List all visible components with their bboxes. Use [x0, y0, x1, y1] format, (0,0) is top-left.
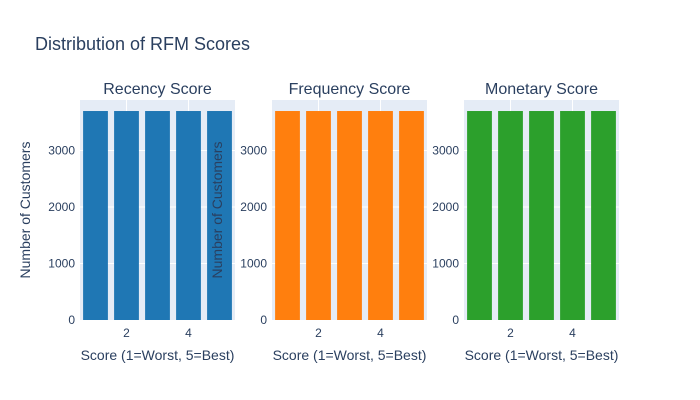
bar-score-1 [467, 111, 492, 320]
bar-score-2 [114, 111, 139, 320]
bar-score-3 [145, 111, 170, 320]
y-tick-label: 1000 [432, 257, 459, 271]
x-tick-label: 4 [569, 326, 576, 340]
bar-score-3 [337, 111, 362, 320]
bar-score-2 [306, 111, 331, 320]
x-tick-label: 2 [507, 326, 514, 340]
bar-score-5 [207, 111, 232, 320]
figure-title: Distribution of RFM Scores [35, 34, 250, 54]
x-tick-label: 2 [315, 326, 322, 340]
y-axis-label: Number of Customers [209, 142, 225, 279]
subplot-1: 0 1000 2000 3000 2 4 Recency Score Score (1=Wor… [17, 81, 235, 363]
bar-score-5 [591, 111, 616, 320]
bar-score-4 [176, 111, 201, 320]
y-tick-label: 0 [260, 313, 267, 327]
y-tick-label: 2000 [240, 200, 267, 214]
x-axis-label: Score (1=Worst, 5=Best) [273, 347, 427, 363]
x-axis-label: Score (1=Worst, 5=Best) [81, 347, 235, 363]
y-axis-label: Number of Customers [17, 142, 33, 279]
y-tick-label: 1000 [240, 257, 267, 271]
y-tick-label: 0 [68, 313, 75, 327]
y-tick-label: 0 [452, 313, 459, 327]
y-tick-label: 2000 [48, 200, 75, 214]
subplot-title: Frequency Score [289, 81, 411, 98]
subplot-title: Recency Score [103, 81, 212, 98]
x-tick-label: 4 [185, 326, 192, 340]
bar-score-2 [498, 111, 523, 320]
y-tick-label: 1000 [48, 257, 75, 271]
bar-score-1 [83, 111, 108, 320]
bar-score-5 [399, 111, 424, 320]
x-axis-label: Score (1=Worst, 5=Best) [465, 347, 619, 363]
subplot-3: 0 1000 2000 3000 2 4 Monetary Score Score (1=Wo… [432, 81, 619, 363]
y-tick-label: 3000 [240, 144, 267, 158]
bar-score-4 [368, 111, 393, 320]
subplot-2: 0 1000 2000 3000 2 4 Frequency Score Score (1=W… [209, 81, 427, 363]
bar-score-1 [275, 111, 300, 320]
bar-score-4 [560, 111, 585, 320]
x-tick-label: 2 [123, 326, 130, 340]
subplot-title: Monetary Score [485, 81, 598, 98]
x-tick-label: 4 [377, 326, 384, 340]
y-tick-label: 3000 [432, 144, 459, 158]
bar-score-3 [529, 111, 554, 320]
y-tick-label: 2000 [432, 200, 459, 214]
y-tick-label: 3000 [48, 144, 75, 158]
